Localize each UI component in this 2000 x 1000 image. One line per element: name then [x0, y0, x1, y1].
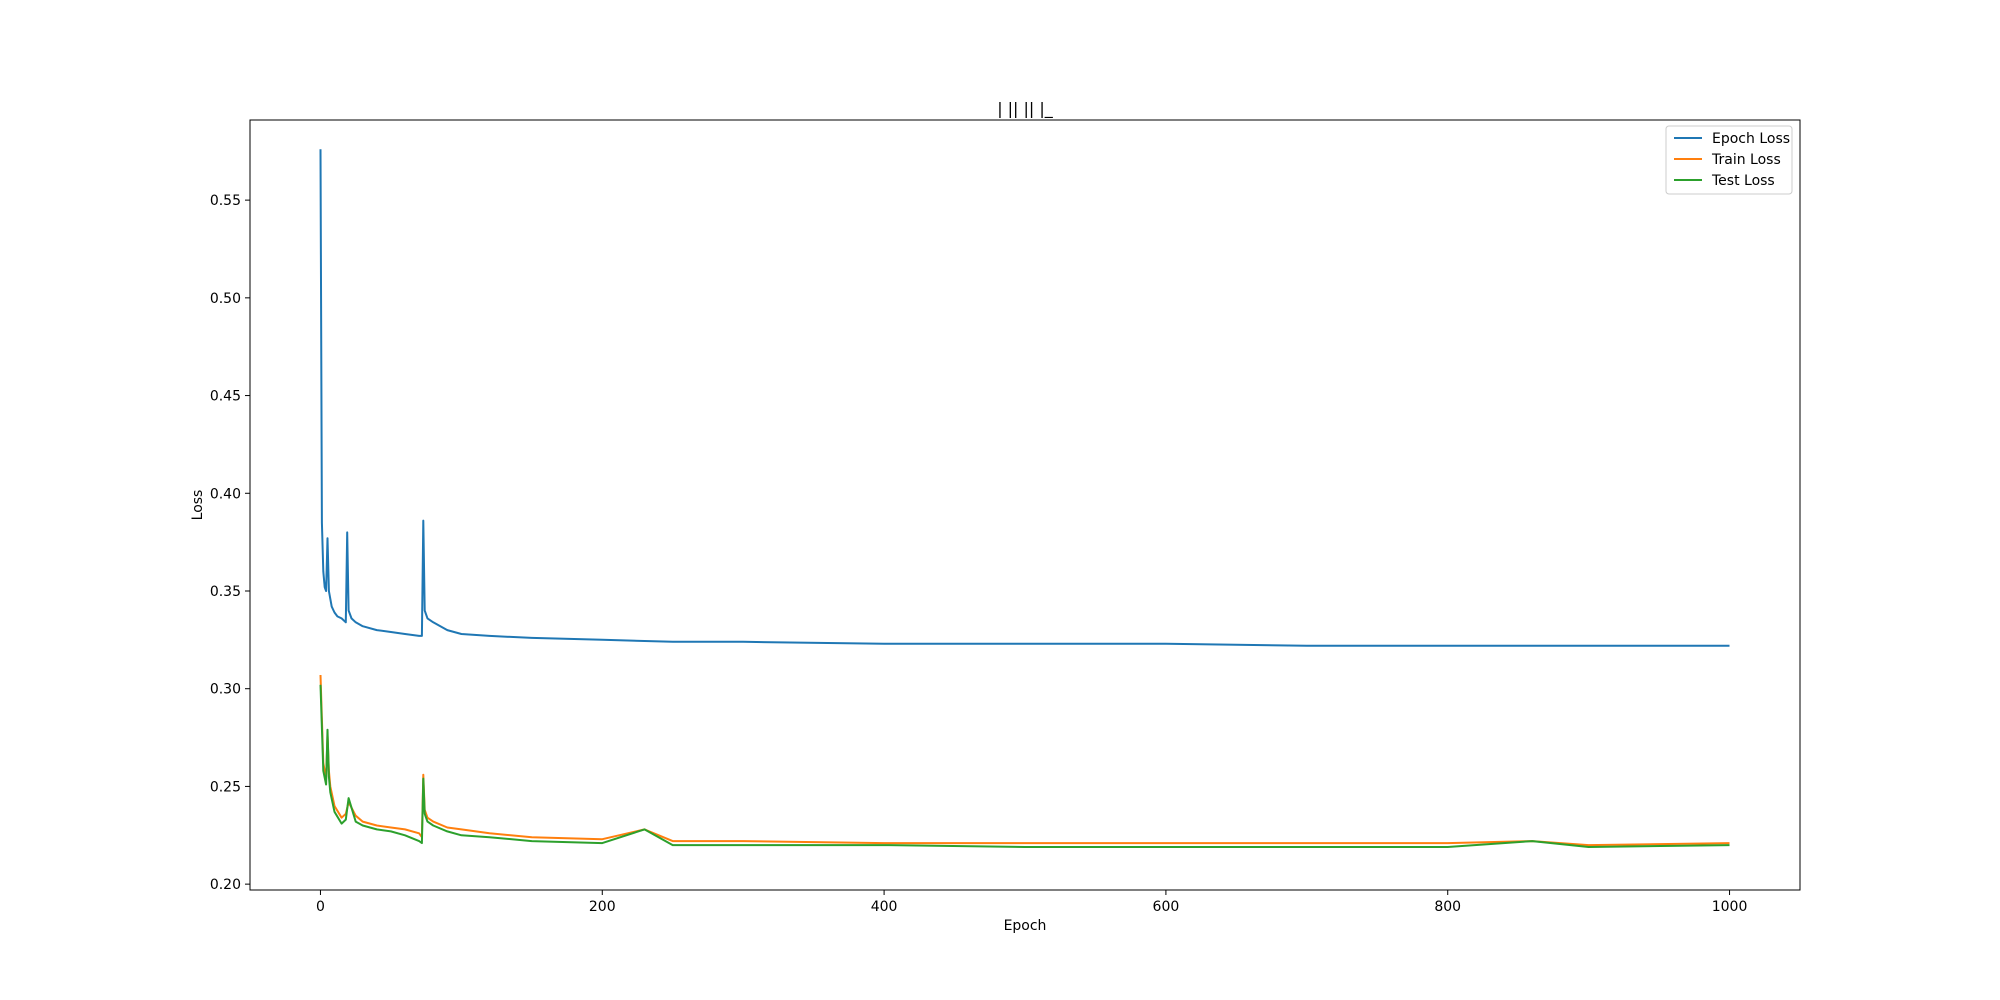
series-line-test-loss	[319, 684, 1730, 848]
series-layer	[319, 149, 1730, 848]
chart-title: | || || |_	[997, 99, 1054, 119]
y-tick-label: 0.30	[210, 682, 241, 698]
x-tick-label: 400	[871, 899, 898, 915]
x-tick-label: 200	[589, 899, 616, 915]
legend: Epoch Loss Train Loss Test Loss	[1665, 125, 1793, 195]
y-tick-label: 0.40	[210, 486, 241, 502]
x-tick-label: 1000	[1712, 899, 1748, 915]
y-tick-label: 0.25	[210, 779, 241, 795]
x-tick-label: 800	[1434, 899, 1461, 915]
legend-label: Epoch Loss	[1712, 131, 1790, 147]
x-tick-label: 600	[1153, 899, 1180, 915]
y-axis: 0.20 0.25 0.30 0.35 0.40 0.45 0.50 0.55	[210, 193, 250, 893]
legend-label: Test Loss	[1711, 173, 1775, 189]
series-line-train-loss	[319, 674, 1730, 847]
y-tick-label: 0.35	[210, 584, 241, 600]
x-tick-label: 0	[316, 899, 325, 915]
y-tick-label: 0.55	[210, 193, 241, 209]
legend-label: Train Loss	[1711, 152, 1781, 168]
legend-box	[1665, 125, 1793, 195]
y-tick-label: 0.45	[210, 389, 241, 405]
x-axis: 0 200 400 600 800 1000	[316, 890, 1747, 915]
x-axis-label: Epoch	[1004, 918, 1047, 934]
y-tick-label: 0.50	[210, 291, 241, 307]
series-line-epoch-loss	[319, 149, 1730, 647]
y-axis-label: Loss	[190, 490, 206, 521]
plot-area	[249, 119, 1801, 891]
y-tick-label: 0.20	[210, 877, 241, 893]
